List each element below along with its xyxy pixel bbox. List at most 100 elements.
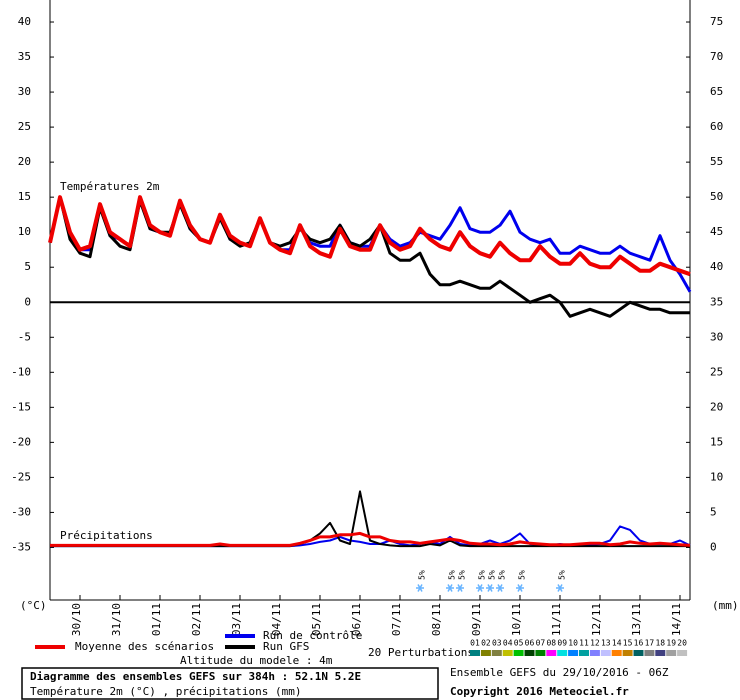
snow-icon-ray [457, 584, 463, 592]
snow-icon [456, 584, 464, 592]
x-tick-label: 05/11 [310, 603, 323, 636]
x-tick-label: 30/10 [70, 603, 83, 636]
y2-tick-label: 65 [710, 85, 723, 98]
x-tick-label: 13/11 [630, 603, 643, 636]
y-tick-label: -25 [11, 470, 31, 483]
snow-icon [416, 584, 424, 592]
y-tick-label: -20 [11, 435, 31, 448]
perturbation-swatch [491, 650, 502, 656]
perturbation-swatch [611, 650, 622, 656]
y-tick-label: 30 [18, 85, 31, 98]
x-tick-label: 31/10 [110, 603, 123, 636]
chart-title: Diagramme des ensembles GEFS sur 384h : … [30, 670, 361, 683]
y2-axis-label: (mm) [712, 599, 739, 612]
y2-tick-label: 25 [710, 365, 723, 378]
perturbation-swatch [568, 650, 579, 656]
perturbation-swatch [589, 650, 600, 656]
perturbation-label: 02 [481, 639, 491, 648]
perturbation-label: 01 [470, 639, 480, 648]
y2-tick-label: 50 [710, 190, 723, 203]
y2-tick-label: 10 [710, 470, 723, 483]
perturbation-swatch [524, 650, 535, 656]
y2-tick-label: 40 [710, 260, 723, 273]
x-tick-label: 07/11 [390, 603, 403, 636]
y2-tick-label: 45 [710, 225, 723, 238]
x-tick-label: 09/11 [470, 603, 483, 636]
snow-icon [516, 584, 524, 592]
y-tick-label: -10 [11, 365, 31, 378]
series-line [50, 531, 691, 547]
perturbation-label: 19 [666, 639, 676, 648]
precipitation-label: Précipitations [60, 529, 153, 542]
perturbation-swatch [644, 650, 655, 656]
perturbation-swatch [535, 650, 546, 656]
snow-icon [446, 584, 454, 592]
snow-icon [476, 584, 484, 592]
perturbation-swatch [633, 650, 644, 656]
y2-tick-label: 20 [710, 400, 723, 413]
perturbation-swatch [546, 650, 557, 656]
perturbation-label: 14 [612, 639, 622, 648]
perturbation-label: 13 [601, 639, 611, 648]
y2-tick-label: 0 [710, 540, 717, 553]
perturbation-label: 10 [568, 639, 578, 648]
run-label: Ensemble GEFS du 29/10/2016 - 06Z [450, 666, 669, 679]
y2-tick-label: 60 [710, 120, 723, 133]
y-tick-label: -15 [11, 400, 31, 413]
perturbation-swatch [480, 650, 491, 656]
y-tick-label: 0 [24, 295, 31, 308]
snow-label: 5% [498, 570, 507, 580]
perturbation-label: 16 [634, 639, 644, 648]
snow-label: 5% [418, 570, 427, 580]
y-tick-label: -30 [11, 505, 31, 518]
x-tick-label: 12/11 [590, 603, 603, 636]
perturbation-label: 03 [492, 639, 502, 648]
y2-tick-label: 30 [710, 330, 723, 343]
y-axis-label: (°C) [20, 599, 47, 612]
perturbation-swatch [622, 650, 633, 656]
perturbation-label: 04 [503, 639, 513, 648]
x-tick-label: 14/11 [670, 603, 683, 636]
snow-icon [496, 584, 504, 592]
x-tick-label: 02/11 [190, 603, 203, 636]
perturbation-label: 06 [525, 639, 535, 648]
y-tick-label: -35 [11, 540, 31, 553]
y2-tick-label: 5 [710, 505, 717, 518]
perturbation-label: 08 [546, 639, 556, 648]
perturbation-label: 09 [557, 639, 567, 648]
temperature-label: Températures 2m [60, 180, 160, 193]
snow-icon-ray [557, 584, 563, 592]
snow-label: 5% [558, 570, 567, 580]
x-tick-label: 04/11 [270, 603, 283, 636]
perturbation-label: 05 [514, 639, 524, 648]
snow-label: 5% [448, 570, 457, 580]
perturbation-swatch [677, 650, 688, 656]
snow-icon [486, 584, 494, 592]
perturbation-label: 07 [536, 639, 546, 648]
y-tick-label: 25 [18, 120, 31, 133]
perturbation-swatch [557, 650, 568, 656]
info-box [21, 667, 439, 700]
perturbation-label: 11 [579, 639, 589, 648]
snow-label: 5% [478, 570, 487, 580]
y-tick-label: -5 [18, 330, 31, 343]
legend-label: Run de contrôle [263, 629, 362, 642]
altitude-label: Altitude du modele : 4m [180, 654, 333, 667]
y2-tick-label: 35 [710, 295, 723, 308]
legend-label: Run GFS [263, 640, 309, 653]
y2-tick-label: 55 [710, 155, 723, 168]
y2-tick-label: 15 [710, 435, 723, 448]
series-line [48, 195, 691, 277]
perturbation-label: 20 [677, 639, 687, 648]
snow-label: 5% [458, 570, 467, 580]
x-tick-label: 03/11 [230, 603, 243, 636]
perturbation-label: 17 [645, 639, 655, 648]
snow-icon-ray [417, 584, 423, 592]
x-tick-label: 01/11 [150, 603, 163, 636]
y-tick-label: 20 [18, 155, 31, 168]
perturbation-swatch [579, 650, 589, 656]
x-tick-label: 11/11 [550, 603, 563, 636]
perturbation-swatch [666, 650, 677, 656]
y-tick-label: 10 [18, 225, 31, 238]
